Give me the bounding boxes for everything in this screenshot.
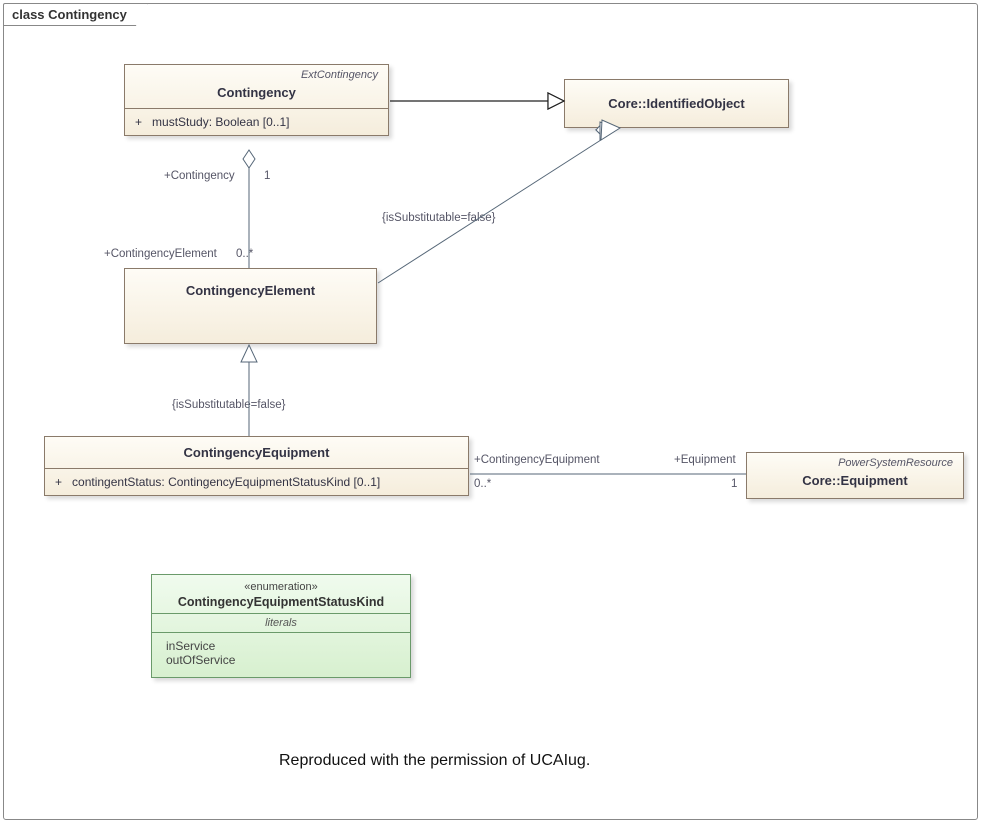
attr-text: contingentStatus: ContingencyEquipmentSt… — [72, 475, 380, 489]
class-contingency-equipment-body: + contingentStatus: ContingencyEquipment… — [45, 469, 468, 495]
class-equipment-name: Core::Equipment — [753, 469, 957, 492]
frame-title: class Contingency — [3, 3, 148, 26]
lbl-contingency-role: +Contingency — [164, 170, 235, 182]
enum-literal-1: inService — [166, 639, 396, 653]
lbl-eq-role: +Equipment — [674, 454, 736, 466]
attr-visibility: + — [135, 115, 142, 129]
lbl-eq-mult: 1 — [731, 478, 737, 490]
class-contingency-equipment-name: ContingencyEquipment — [51, 441, 462, 464]
lbl-element-mult: 0..* — [236, 248, 253, 260]
enum-stereo: «enumeration» — [158, 581, 404, 593]
class-contingency-element-name: ContingencyElement — [131, 273, 370, 328]
class-equipment-stereo: PowerSystemResource — [753, 457, 957, 469]
attr-text: mustStudy: Boolean [0..1] — [152, 115, 289, 129]
lbl-ce-mult: 0..* — [474, 478, 491, 490]
lbl-sub2: {isSubstitutable=false} — [172, 399, 285, 411]
attribution-caption: Reproduced with the permission of UCAIug… — [279, 752, 590, 770]
class-contingency-head: ExtContingency Contingency — [125, 65, 388, 109]
class-contingency-stereo: ExtContingency — [131, 69, 382, 81]
enum-literal-2: outOfService — [166, 653, 396, 667]
class-contingency-equipment: ContingencyEquipment + contingentStatus:… — [44, 436, 469, 496]
enum-status-kind: «enumeration» ContingencyEquipmentStatus… — [151, 574, 411, 678]
class-core-equipment: PowerSystemResource Core::Equipment — [746, 452, 964, 499]
enum-name: ContingencyEquipmentStatusKind — [158, 593, 404, 609]
class-identified-object: Core::IdentifiedObject — [564, 79, 789, 128]
class-contingency-body: + mustStudy: Boolean [0..1] — [125, 109, 388, 135]
class-identified-name: Core::IdentifiedObject — [571, 92, 782, 115]
class-contingency: ExtContingency Contingency + mustStudy: … — [124, 64, 389, 136]
lbl-contingency-mult: 1 — [264, 170, 270, 182]
class-contingency-equipment-head: ContingencyEquipment — [45, 437, 468, 469]
attr-visibility: + — [55, 475, 62, 489]
lbl-element-role: +ContingencyElement — [104, 248, 217, 260]
lbl-sub1: {isSubstitutable=false} — [382, 212, 495, 224]
lbl-ce-role: +ContingencyEquipment — [474, 454, 600, 466]
class-contingency-name: Contingency — [131, 81, 382, 104]
enum-literals-header: literals — [152, 614, 410, 633]
diagram-frame: class Contingency ExtContingency Conting… — [3, 3, 978, 820]
class-contingency-element: ContingencyElement — [124, 268, 377, 344]
